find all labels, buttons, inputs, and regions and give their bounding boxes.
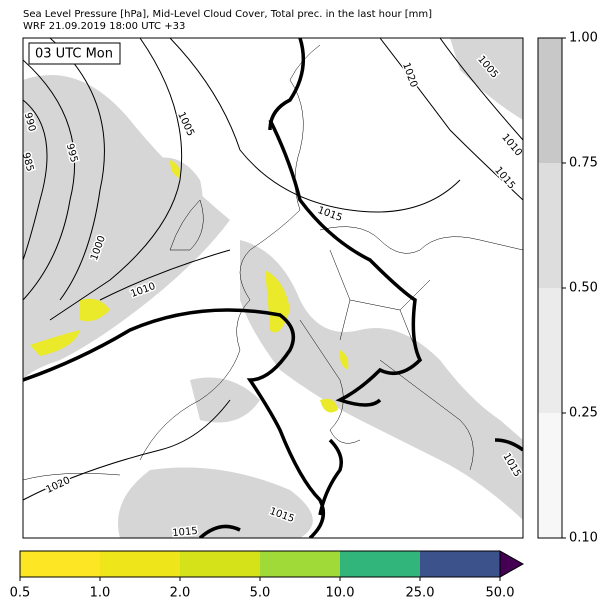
time-box — [28, 42, 121, 65]
cloud-colorbar: 0.10 0.25 0.50 0.75 1.00 — [537, 31, 598, 546]
colorbar-tick-label: 0.50 — [569, 281, 598, 296]
colorbar-segment — [538, 288, 562, 413]
colorbar-tick-label: 50.0 — [486, 586, 515, 601]
colorbar-segment — [260, 551, 340, 577]
colorbar-tick-label: 0.75 — [569, 156, 598, 171]
colorbar-tick-label: 1.00 — [569, 31, 598, 46]
thick-isobars — [23, 38, 523, 538]
colorbar-extension — [499, 550, 525, 578]
colorbar-segment — [538, 163, 562, 288]
colorbar-tick-label: 5.0 — [250, 586, 271, 601]
subtitle: WRF 21.09.2019 18:00 UTC +33 — [23, 21, 185, 32]
map-frame — [22, 37, 524, 539]
colorbar-tick-label: 10.0 — [326, 586, 355, 601]
colorbar-tick-label: 1.0 — [90, 586, 111, 601]
title: Sea Level Pressure [hPa], Mid-Level Clou… — [23, 9, 432, 20]
colorbar-tick-label: 2.0 — [170, 586, 191, 601]
colorbar-tick-label: 0.5 — [10, 586, 31, 601]
isobars — [23, 38, 523, 501]
colorbar-segment — [538, 413, 562, 538]
contour-label: 1015 — [172, 526, 198, 539]
precip-colorbar: 0.5 1.0 2.0 5.0 10.0 25.0 50.0 — [10, 550, 525, 601]
colorbar-tick-label: 0.10 — [569, 531, 598, 546]
colorbar-segment — [20, 551, 100, 577]
colorbar-segment — [538, 38, 562, 163]
time-label: 03 UTC Mon — [35, 47, 113, 62]
colorbar-tick-label: 25.0 — [406, 586, 435, 601]
coastlines — [23, 44, 523, 481]
colorbar-tick-label: 0.25 — [569, 406, 598, 421]
colorbar-segment — [180, 551, 260, 577]
colorbar-segment — [100, 551, 180, 577]
colorbar-segment — [340, 551, 420, 577]
colorbar-segment — [420, 551, 500, 577]
map-layer — [23, 38, 523, 538]
